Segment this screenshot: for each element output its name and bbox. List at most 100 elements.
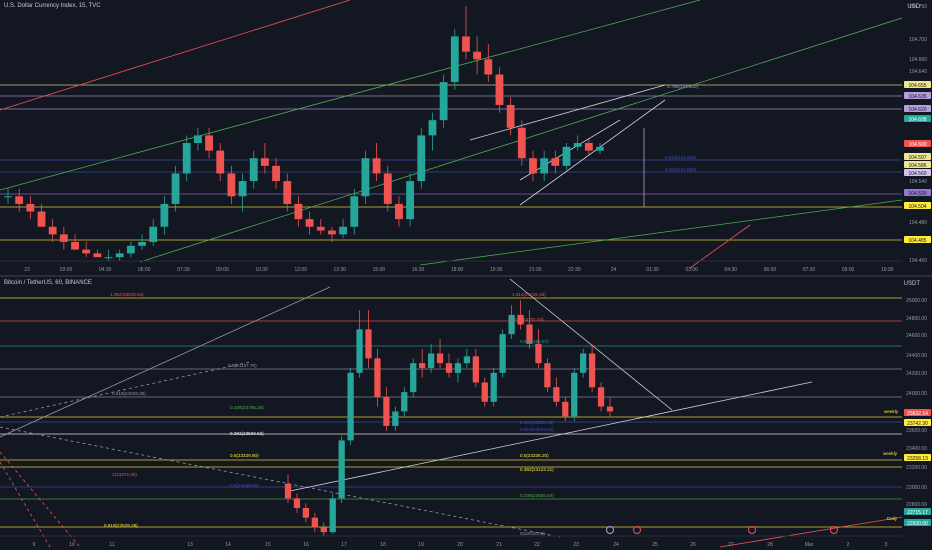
candle-body: [484, 59, 493, 75]
candle-body: [395, 203, 403, 220]
price-tag-label: 22715.17: [907, 510, 928, 516]
candle-body: [472, 356, 479, 383]
candle-body: [410, 363, 417, 393]
candle-body: [227, 173, 236, 197]
trend-line: [0, 451, 81, 548]
fib-level-label: 0.5(24386.87): [520, 339, 549, 344]
candle-body: [356, 329, 363, 373]
time-tick-label: 14: [225, 542, 231, 548]
candle-body: [383, 173, 392, 204]
price-tick-label: 24200.00: [906, 371, 927, 377]
candle-body: [4, 196, 12, 198]
time-tick-label: 11: [109, 542, 114, 548]
candle-body: [82, 249, 91, 254]
candle-body: [392, 411, 399, 426]
candle-body: [571, 372, 578, 417]
candle-body: [573, 143, 582, 147]
event-icon: [748, 526, 756, 534]
candle-body: [481, 382, 488, 402]
price-tag: [904, 161, 931, 168]
time-tick-label: 09:00: [216, 267, 229, 273]
time-tick-label: 19:30: [490, 267, 503, 273]
candle-body: [450, 36, 459, 83]
candle-body: [302, 507, 310, 518]
fib-level-label: 1.272(24751.53): [510, 317, 544, 322]
price-tag-label: 104.504: [908, 204, 926, 210]
time-tick-label: 06:00: [764, 267, 777, 273]
candle-body: [311, 517, 318, 528]
trend-line: [469, 84, 666, 141]
candle-body: [339, 226, 348, 235]
dxy-chart-canvas[interactable]: 0.786(104.642) 0.618(104.628) 0.382(104.58…: [0, 0, 932, 275]
side-label: weekly: [884, 409, 899, 414]
price-tag: [904, 419, 931, 426]
candle-body: [249, 158, 258, 182]
candle-body: [71, 241, 79, 250]
candle-body: [347, 372, 354, 441]
candle-body: [454, 363, 462, 373]
btc-chart-pane[interactable]: 1.382(25016.54) 1.414(25015.18) 1.272(2475…: [0, 277, 932, 550]
candle-body: [517, 127, 526, 159]
event-icon: [606, 526, 614, 534]
time-tick-label: 18: [380, 542, 386, 548]
candle-body: [540, 158, 549, 174]
price-tick-label: 104.660: [909, 57, 927, 63]
time-tick-label: 24: [611, 267, 617, 273]
time-tick-label: 21:00: [529, 267, 542, 273]
btc-symbol-title: Bitcoin / TetherUS, 60, BINANCE: [4, 280, 92, 286]
candle-body: [104, 257, 113, 259]
price-tag: [904, 189, 931, 196]
trend-line: [0, 361, 251, 418]
trend-line: [689, 224, 751, 269]
price-tag: [904, 236, 931, 243]
candle-body: [48, 226, 57, 235]
candle-body: [406, 181, 415, 220]
trend-line: [509, 278, 673, 411]
fib-level-label: 0.618(24003.39): [112, 391, 146, 396]
trend-line: [0, 286, 331, 438]
price-tag: [904, 81, 931, 88]
time-tick-label: 04:30: [725, 267, 738, 273]
price-tag-label: 104.655: [908, 83, 926, 89]
time-tick-label: 03:00: [685, 267, 698, 273]
dxy-chart-pane[interactable]: 0.786(104.642) 0.618(104.628) 0.382(104.58…: [0, 0, 932, 275]
fib-level-label: 0.236(23795.28): [230, 405, 264, 410]
candle-body: [37, 211, 46, 227]
candle-body: [272, 165, 280, 182]
candle-body: [305, 219, 314, 227]
fib-level-label: 0.5(24157.76): [228, 363, 257, 368]
time-tick-label: 24: [613, 542, 619, 548]
fib-level-label: 1.414(25015.18): [512, 292, 546, 297]
price-tag: [904, 169, 931, 176]
time-tick-label: 19: [418, 542, 424, 548]
price-tag-label: 104.608: [908, 117, 926, 123]
time-tick-label: 9: [33, 542, 36, 548]
candle-body: [580, 353, 587, 373]
trend-line: [0, 0, 701, 191]
pane-divider[interactable]: [0, 275, 932, 277]
candle-body: [596, 146, 604, 151]
price-tag: [904, 115, 931, 122]
time-tick-label: 01:30: [646, 267, 659, 273]
time-tick-label: 28: [767, 542, 773, 548]
price-tick-label: 23200.00: [906, 465, 927, 471]
candle-body: [553, 387, 560, 402]
time-tick-label: 13:30: [334, 267, 347, 273]
time-tick-label: 22: [534, 542, 540, 548]
fib-level-label: 0.618(23634.62): [520, 427, 554, 432]
candle-body: [26, 203, 35, 212]
price-tag-label: 104.600: [908, 142, 926, 148]
btc-chart-canvas[interactable]: 1.382(25016.54) 1.414(25015.18) 1.272(2475…: [0, 277, 932, 550]
time-tick-label: 3: [885, 542, 888, 548]
fib-level-label: 0(22615.00): [520, 531, 545, 536]
price-tag: [904, 202, 931, 209]
price-tick-label: 104.640: [909, 69, 927, 75]
candle-body: [473, 51, 482, 60]
price-tag-label: 104.597: [908, 155, 926, 161]
price-tick-label: 104.480: [909, 220, 927, 226]
dxy-symbol-title: U.S. Dollar Currency Index, 15, TVC: [4, 3, 101, 9]
candle-body: [517, 314, 524, 325]
candle-body: [551, 158, 560, 166]
candle-body: [419, 363, 426, 368]
time-tick-label: 25: [652, 542, 658, 548]
